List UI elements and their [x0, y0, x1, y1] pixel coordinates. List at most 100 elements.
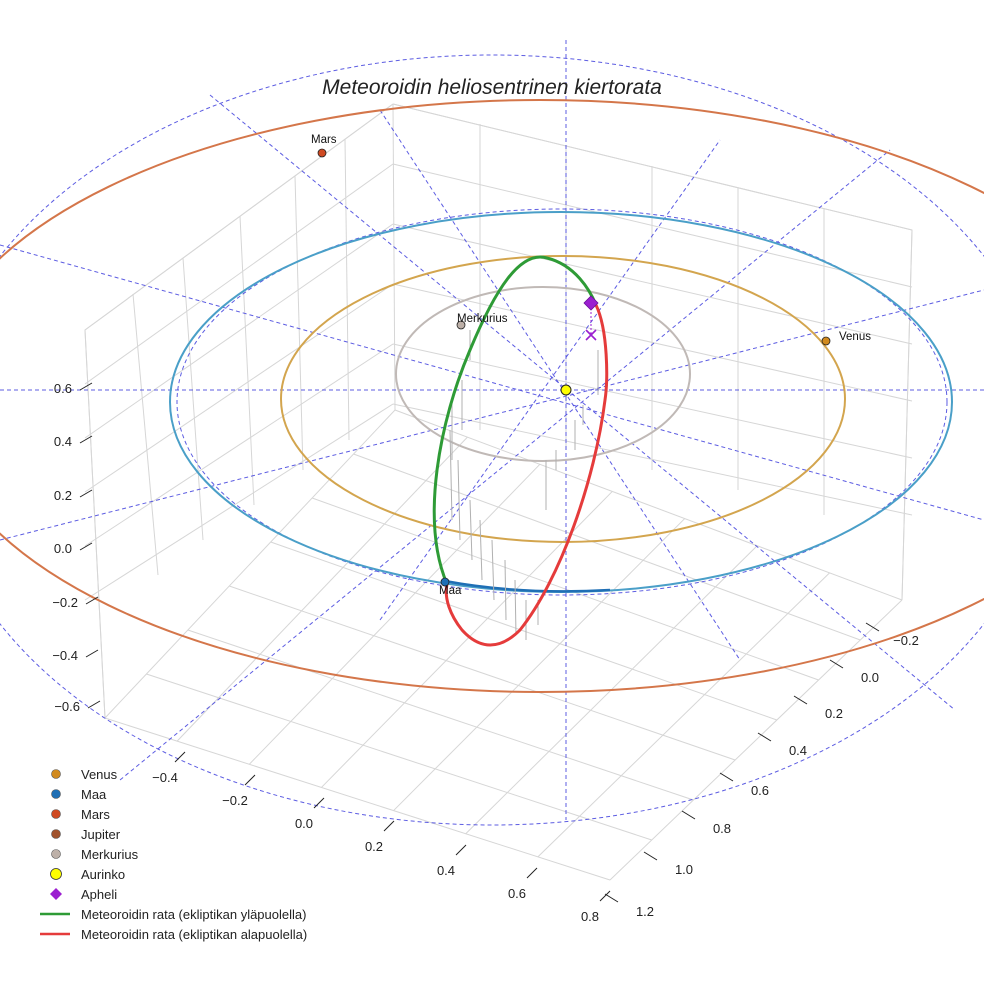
- z-tick-mark: [85, 649, 99, 658]
- grid-line: [187, 629, 694, 801]
- grid-line: [248, 463, 541, 765]
- grid-line: [84, 403, 394, 601]
- z-tick-mark: [87, 700, 101, 709]
- grid-line: [84, 103, 394, 331]
- x-tick-mark: [455, 844, 467, 856]
- mars-marker: [317, 148, 327, 158]
- venus-marker: [821, 336, 831, 346]
- grid-line: [132, 293, 159, 576]
- legend-label: Meteoroidin rata (ekliptikan yläpuolella…: [81, 907, 306, 922]
- y-tick-mark: [793, 695, 808, 705]
- mercury-orbit: [395, 286, 691, 462]
- x-tick-mark: [174, 751, 186, 763]
- z-tick-mark: [79, 382, 93, 391]
- x-tick-label: 0.6: [508, 886, 526, 901]
- grid-line: [392, 403, 913, 516]
- grid-line: [176, 436, 468, 742]
- y-tick-label: 0.0: [861, 670, 879, 685]
- grid-line: [392, 163, 913, 288]
- y-tick-mark: [643, 851, 658, 861]
- ecliptic-guide-line: [119, 149, 891, 781]
- legend-item: Aurinko: [50, 867, 125, 882]
- y-tick-label: 0.6: [751, 783, 769, 798]
- mercury-marker: [456, 320, 466, 330]
- legend-dot-icon: [51, 809, 61, 819]
- drop-line: [469, 499, 473, 561]
- grid-line: [394, 409, 903, 601]
- body-markers: [317, 148, 831, 587]
- planet-label-venus: Venus: [839, 331, 871, 343]
- z-axis-ticks: 0.6 0.4 0.2 0.0 −0.2 −0.4 −0.6: [52, 381, 101, 714]
- ecliptic-guide-line: [0, 289, 984, 541]
- z-tick-label: 0.6: [54, 381, 72, 396]
- z-tick-label: −0.2: [52, 595, 78, 610]
- legend-item: Jupiter: [51, 827, 121, 842]
- planet-orbits: [0, 99, 984, 693]
- grid-line: [84, 329, 106, 719]
- y-tick-label: 1.2: [636, 904, 654, 919]
- x-tick-label: −0.4: [152, 770, 178, 785]
- venus-orbit: [280, 255, 846, 543]
- x-tick-mark: [383, 820, 395, 832]
- grid-line: [392, 343, 913, 459]
- grid-line: [84, 283, 394, 493]
- drop-line: [457, 459, 461, 541]
- grid-line: [392, 103, 396, 411]
- legend-label: Jupiter: [81, 827, 121, 842]
- y-tick-mark: [865, 622, 880, 632]
- grid-line: [104, 409, 396, 719]
- earth-marker: [440, 577, 450, 587]
- x-tick-label: 0.8: [581, 909, 599, 924]
- z-tick-label: 0.4: [54, 434, 72, 449]
- legend-item: Maa: [51, 787, 107, 802]
- planet-label-merkurius: Merkurius: [457, 313, 508, 325]
- legend-label: Merkurius: [81, 847, 139, 862]
- z-tick-label: 0.2: [54, 488, 72, 503]
- legend-label: Apheli: [81, 887, 117, 902]
- y-axis-ticks: −0.2 0.0 0.2 0.4 0.6 0.8 1.0 1.2: [604, 622, 919, 919]
- x-tick-mark: [244, 774, 256, 786]
- legend-item: Meteoroidin rata (ekliptikan alapuolella…: [40, 927, 307, 942]
- grid-line: [146, 673, 652, 841]
- legend-sun-icon: [50, 868, 62, 880]
- grid-line: [321, 491, 613, 788]
- y-tick-label: −0.2: [893, 633, 919, 648]
- meteoroid-orbit: [432, 255, 609, 647]
- z-tick-mark: [79, 542, 93, 551]
- z-tick-mark: [79, 435, 93, 444]
- y-tick-label: 0.8: [713, 821, 731, 836]
- grid-line: [392, 283, 913, 402]
- grid-line: [104, 717, 611, 881]
- grid-line: [392, 103, 913, 231]
- drop-line: [514, 579, 517, 636]
- axes-grid: [84, 103, 913, 881]
- aphelion-projection-mark: [585, 329, 597, 341]
- grid-line: [353, 453, 861, 641]
- grid-line: [84, 223, 394, 439]
- grid-line: [311, 497, 819, 681]
- grid-line: [901, 229, 913, 601]
- grid-line: [537, 572, 830, 858]
- ecliptic-guides: [0, 40, 984, 826]
- drop-line: [449, 429, 453, 521]
- grid-line: [84, 163, 394, 385]
- x-tick-mark: [599, 890, 611, 902]
- legend-dot-icon: [51, 829, 61, 839]
- z-tick-mark: [85, 596, 99, 605]
- y-tick-mark: [719, 772, 734, 782]
- legend-item: Mars: [51, 807, 110, 822]
- grid-line: [393, 518, 686, 811]
- z-tick-label: 0.0: [54, 541, 72, 556]
- x-tick-mark: [313, 797, 325, 809]
- z-tick-label: −0.6: [54, 699, 80, 714]
- x-tick-label: −0.2: [222, 793, 248, 808]
- ecliptic-earth-guide: [176, 208, 948, 596]
- meteoroid-orbit-above: [432, 255, 598, 585]
- legend-item: Meteoroidin rata (ekliptikan yläpuolella…: [40, 907, 306, 922]
- y-tick-mark: [604, 893, 619, 903]
- ecliptic-guide-line: [209, 94, 956, 711]
- aphelion-marker: [583, 295, 599, 311]
- ecliptic-guide-line: [379, 109, 741, 661]
- legend-label: Mars: [81, 807, 110, 822]
- z-tick-mark: [79, 489, 93, 498]
